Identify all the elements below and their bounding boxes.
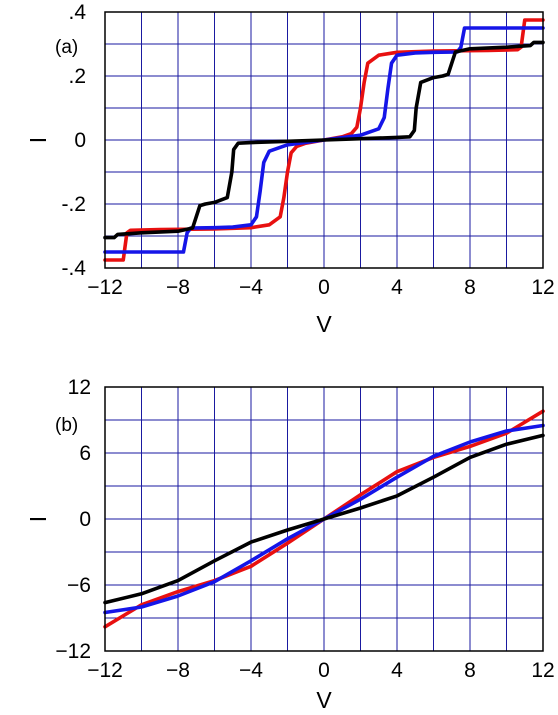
chart-panel-b: −12 −8 −4 0 4 8 12 12 6 0 −6 −12 (b) V I <box>25 376 555 713</box>
series-black <box>103 433 545 605</box>
x-tick-label: 4 <box>391 659 403 682</box>
series-black <box>103 40 545 240</box>
x-axis-label: V <box>316 311 332 337</box>
y-tick-label: -.2 <box>61 193 86 216</box>
x-tick-label: 8 <box>464 276 476 299</box>
x-tick-label: −4 <box>239 659 263 682</box>
x-tick-label: 12 <box>531 659 554 682</box>
x-tick-label: 12 <box>531 276 554 299</box>
y-tick-label: 0 <box>74 129 86 152</box>
x-tick-label: 8 <box>464 659 476 682</box>
x-tick-label: 0 <box>318 659 330 682</box>
y-tick-label: .2 <box>68 65 86 88</box>
x-tick-label: 0 <box>318 276 330 299</box>
x-tick-label: −8 <box>166 659 190 682</box>
y-tick-label: −12 <box>55 640 91 663</box>
plot-frame <box>104 386 544 652</box>
y-axis-label: I <box>25 516 51 522</box>
x-tick-label: 4 <box>391 276 403 299</box>
panel-label: (a) <box>55 37 78 58</box>
panel-label: (b) <box>55 415 78 436</box>
y-tick-label: 6 <box>79 442 91 465</box>
x-tick-label: −8 <box>166 276 190 299</box>
x-tick-label: −12 <box>87 276 123 299</box>
y-tick-label: 0 <box>79 508 91 531</box>
chart-panel-a: −12 −8 −4 0 4 8 12 -.4 -.2 0 .2 .4 (a) V I <box>25 1 555 337</box>
plot-frame <box>104 11 544 269</box>
x-tick-label: −12 <box>87 659 123 682</box>
y-tick-label: 12 <box>68 376 91 399</box>
x-axis-label: V <box>316 687 332 713</box>
y-axis-label: I <box>25 137 51 143</box>
y-tick-label: .4 <box>68 1 86 24</box>
y-tick-label: -.4 <box>61 257 86 280</box>
y-tick-label: −6 <box>67 574 91 597</box>
x-tick-label: −4 <box>239 276 263 299</box>
